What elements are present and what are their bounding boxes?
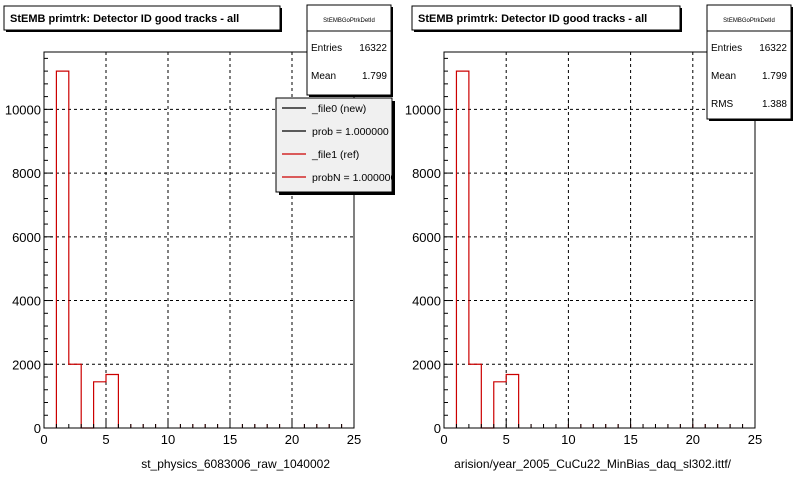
stats-title: StEMBGoPtrkDetId xyxy=(323,18,375,24)
stats-label: Mean xyxy=(711,71,736,82)
title-box xyxy=(3,5,281,31)
legend-label: _file1 (ref) xyxy=(311,149,359,161)
title-box xyxy=(411,5,681,31)
legend-label: prob = 1.000000 xyxy=(312,126,389,138)
stats-label: Mean xyxy=(311,71,336,82)
stats-box xyxy=(706,4,792,120)
stats-label: Entries xyxy=(311,43,342,54)
chart-title: StEMB primtrk: Detector ID good tracks -… xyxy=(418,13,647,25)
histogram-bin xyxy=(69,364,81,428)
x-tick-label: 10 xyxy=(561,432,575,447)
x-tick-label: 5 xyxy=(503,432,510,447)
plot-area xyxy=(444,52,755,428)
x-tick-label: 0 xyxy=(440,432,447,447)
x-tick-label: 0 xyxy=(40,432,47,447)
plot-frame xyxy=(43,51,355,429)
histogram-bin xyxy=(469,364,481,428)
y-tick-label: 8000 xyxy=(412,166,441,181)
x-tick-label: 10 xyxy=(161,432,175,447)
legend-label: _file0 (new) xyxy=(311,103,366,115)
x-tick-label: 20 xyxy=(686,432,700,447)
y-tick-label: 8000 xyxy=(12,166,41,181)
y-tick-label: 2000 xyxy=(12,357,41,372)
y-tick-label: 0 xyxy=(434,421,441,436)
x-tick-label: 25 xyxy=(347,432,361,447)
x-tick-label: 5 xyxy=(102,432,109,447)
histogram-bin xyxy=(94,382,106,428)
chart-title: StEMB primtrk: Detector ID good tracks -… xyxy=(10,13,239,25)
histogram-panel-left: 0 5 10 15 20 25 0 2000 4000 6000 8000 10000 st_physi… xyxy=(3,4,397,471)
histogram-panel-right: 0 5 10 15 20 25 0 2000 4000 6000 8000 10000 arision/… xyxy=(405,4,793,471)
stats-value: 1.799 xyxy=(762,71,787,82)
histogram-bin xyxy=(456,71,468,428)
stats-value: 1.388 xyxy=(762,99,787,110)
y-tick-label: 10000 xyxy=(405,102,441,117)
stats-box xyxy=(306,4,392,96)
stats-title: StEMBGoPtrkDetId xyxy=(723,18,775,24)
y-tick-label: 2000 xyxy=(412,357,441,372)
y-tick-label: 6000 xyxy=(412,230,441,245)
stats-value: 16322 xyxy=(359,43,387,54)
plot-frame xyxy=(443,51,756,429)
histogram-bin xyxy=(106,374,118,428)
histogram-bin xyxy=(494,382,506,428)
y-tick-label: 6000 xyxy=(12,230,41,245)
y-tick-label: 4000 xyxy=(12,294,41,309)
x-tick-label: 15 xyxy=(223,432,237,447)
stats-label: RMS xyxy=(711,99,734,110)
x-axis-label: st_physics_6083006_raw_1040002 xyxy=(141,457,330,471)
x-axis-label: arision/year_2005_CuCu22_MinBias_daq_sl3… xyxy=(454,457,732,471)
stats-value: 16322 xyxy=(759,43,787,54)
legend-label: probN = 1.000000 xyxy=(312,172,397,184)
y-tick-label: 4000 xyxy=(412,294,441,309)
stats-label: Entries xyxy=(711,43,742,54)
legend-box xyxy=(275,97,393,193)
stats-value: 1.799 xyxy=(362,71,387,82)
histogram-bin xyxy=(56,71,68,428)
y-tick-label: 10000 xyxy=(5,102,41,117)
legend: _file0 (new) prob = 1.000000 _file1 (ref) p… xyxy=(282,103,397,184)
x-tick-label: 15 xyxy=(623,432,637,447)
x-tick-label: 25 xyxy=(748,432,762,447)
y-tick-label: 0 xyxy=(34,421,41,436)
histogram-bin xyxy=(506,374,518,428)
x-tick-label: 20 xyxy=(285,432,299,447)
